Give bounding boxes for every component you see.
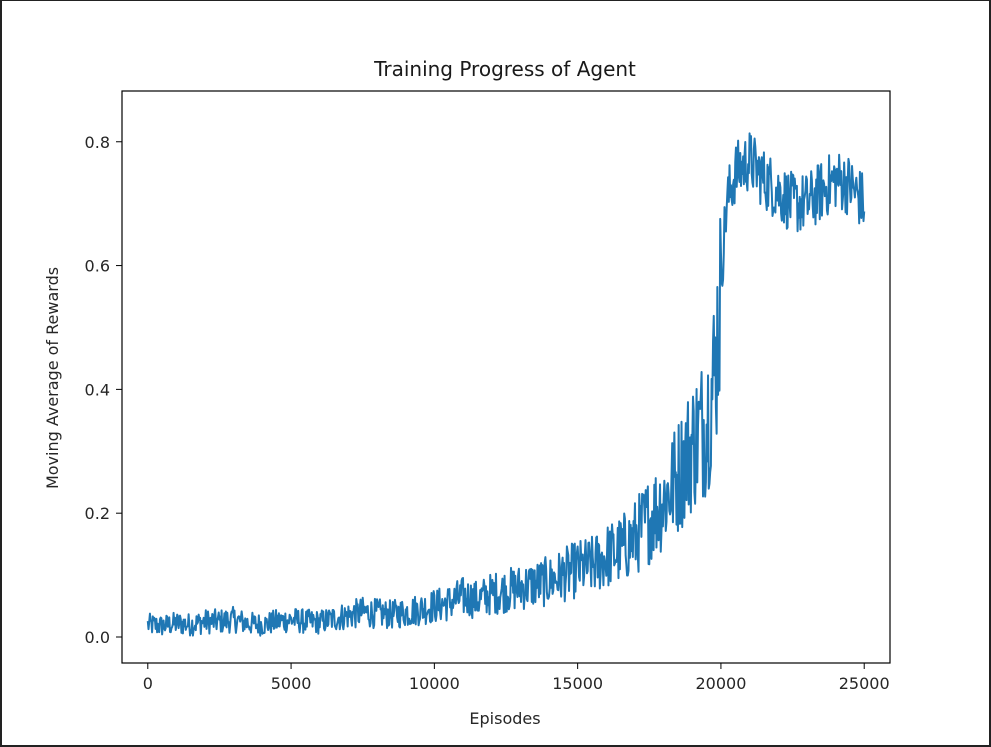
chart-title: Training Progress of Agent bbox=[373, 57, 636, 81]
y-axis-title: Moving Average of Rewards bbox=[43, 267, 62, 489]
x-axis-title: Episodes bbox=[469, 709, 540, 728]
plot-area bbox=[146, 132, 866, 637]
x-tick-label: 0 bbox=[143, 674, 153, 693]
y-tick-label: 0.4 bbox=[85, 380, 110, 399]
x-tick-label: 25000 bbox=[839, 674, 890, 693]
y-tick-label: 0.0 bbox=[85, 628, 110, 647]
y-tick-label: 0.6 bbox=[85, 257, 110, 276]
x-tick-label: 15000 bbox=[552, 674, 603, 693]
y-tick-label: 0.2 bbox=[85, 504, 110, 523]
plot-border bbox=[121, 90, 891, 664]
x-tick-label: 20000 bbox=[695, 674, 746, 693]
y-axis: 0.0 0.2 0.4 0.6 0.8 bbox=[85, 133, 122, 647]
y-tick-label: 0.8 bbox=[85, 133, 110, 152]
x-tick-label: 10000 bbox=[409, 674, 460, 693]
series-line bbox=[146, 132, 866, 637]
x-tick-label: 5000 bbox=[271, 674, 312, 693]
x-axis: 0 5000 10000 15000 20000 25000 bbox=[143, 663, 890, 693]
